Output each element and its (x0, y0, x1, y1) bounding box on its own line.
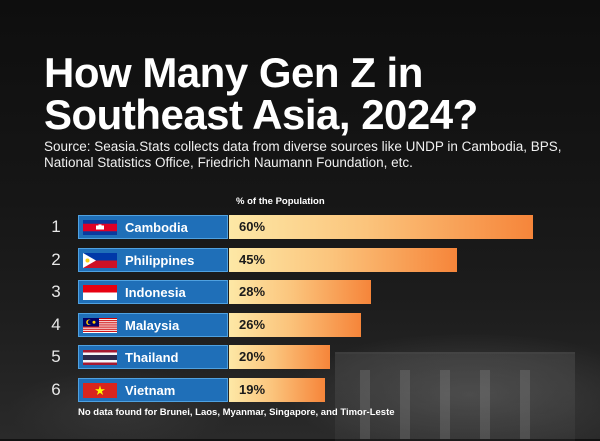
data-label: 26% (239, 317, 266, 332)
bar: 45% (229, 248, 457, 272)
thailand-flag-icon (83, 350, 117, 365)
country-label-box: Vietnam (78, 378, 228, 402)
bar: 26% (229, 313, 361, 337)
cambodia-flag-icon (83, 220, 117, 235)
category-label: Malaysia (125, 318, 180, 333)
chart-footnote: No data found for Brunei, Laos, Myanmar,… (78, 407, 395, 418)
category-label: Thailand (125, 350, 179, 365)
country-label-box: Cambodia (78, 215, 228, 239)
country-label-box: Indonesia (78, 280, 228, 304)
country-label-box: Thailand (78, 345, 228, 369)
country-label-box: Philippines (78, 248, 228, 272)
category-label: Vietnam (125, 383, 176, 398)
country-label-box: Malaysia (78, 313, 228, 337)
rank-number: 3 (51, 282, 61, 301)
background-building (335, 352, 575, 441)
category-label: Cambodia (125, 220, 188, 235)
philippines-flag-icon (83, 253, 117, 268)
data-label: 60% (239, 219, 266, 234)
chart-source: Source: Seasia.Stats collects data from … (44, 139, 562, 170)
rank-number: 5 (51, 347, 61, 366)
chart-title: How Many Gen Z in Southeast Asia, 2024? (44, 49, 478, 138)
vietnam-flag-icon (83, 383, 117, 398)
indonesia-flag-icon (83, 285, 117, 300)
background-column (440, 370, 450, 439)
background-column (520, 370, 530, 439)
category-label: Indonesia (125, 285, 186, 300)
background-column (400, 370, 410, 439)
data-label: 45% (239, 252, 266, 267)
data-label: 19% (239, 382, 266, 397)
bar: 60% (229, 215, 533, 239)
data-label: 28% (239, 284, 266, 299)
data-label: 20% (239, 349, 266, 364)
malaysia-flag-icon (83, 318, 117, 333)
rank-number: 6 (51, 380, 61, 399)
bar: 19% (229, 378, 325, 402)
rank-number: 4 (51, 315, 61, 334)
rank-number: 2 (51, 250, 61, 269)
background-column (480, 370, 490, 439)
rank-number: 1 (51, 217, 61, 236)
bar: 28% (229, 280, 371, 304)
category-label: Philippines (125, 253, 195, 268)
background-column (360, 370, 370, 439)
bar: 20% (229, 345, 330, 369)
value-axis-label: % of the Population (236, 196, 325, 207)
